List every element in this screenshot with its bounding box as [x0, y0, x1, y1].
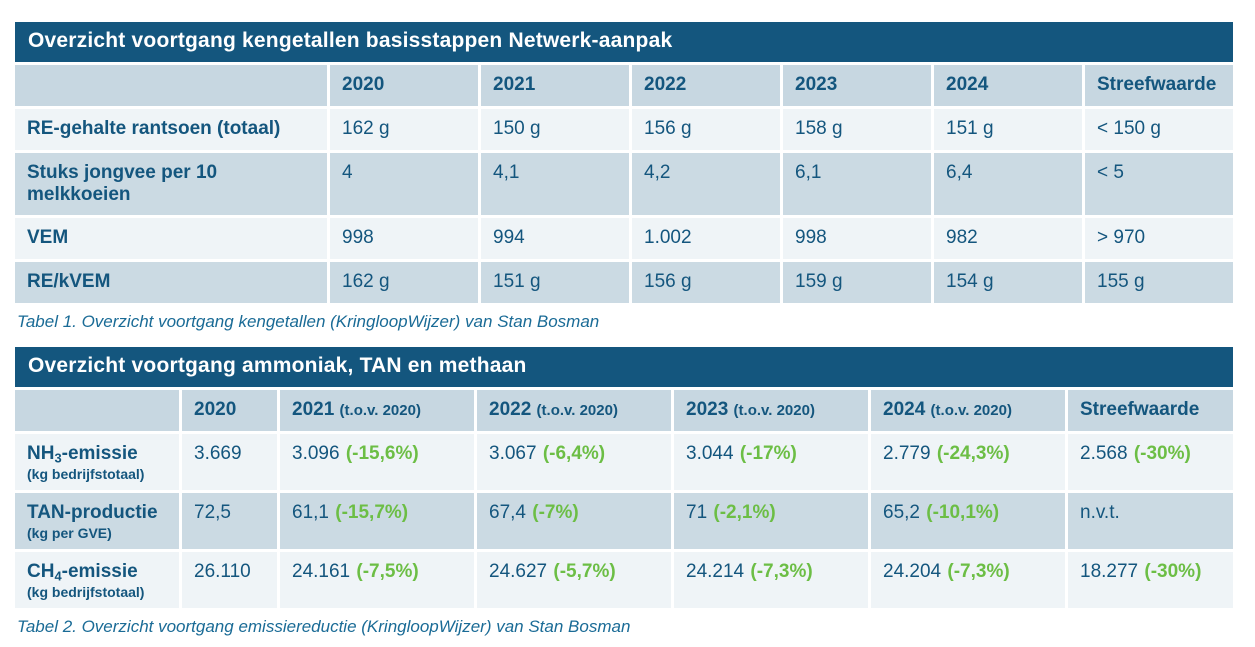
row-sublabel: (kg bedrijfstotaal) — [27, 465, 145, 482]
table-cell: 159 g — [783, 261, 931, 303]
row-label: NH3-emissie (kg bedrijfstotaal) — [15, 433, 179, 490]
table-cell: 994 — [481, 217, 629, 259]
percent-change: (-7,3%) — [750, 560, 813, 582]
table-cell: 18.277 (-30%) — [1068, 551, 1233, 608]
table-cell: 158 g — [783, 109, 931, 150]
percent-change: (-2,1%) — [713, 501, 776, 523]
table2-colheader-empty — [15, 389, 179, 431]
percent-change: (-17%) — [739, 442, 797, 464]
table-cell: 3.067 (-6,4%) — [477, 433, 671, 490]
table-cell: 998 — [783, 217, 931, 259]
table1-colheader-2021: 2021 — [481, 65, 629, 106]
row-label: CH4-emissie (kg bedrijfstotaal) — [15, 551, 179, 608]
table-cell: 162 g — [330, 109, 478, 150]
table-cell: 24.161 (-7,5%) — [280, 551, 474, 608]
table-cell: 982 — [934, 217, 1082, 259]
table-cell: n.v.t. — [1068, 492, 1233, 549]
table-cell: 6,4 — [934, 153, 1082, 215]
table-cell: 4,1 — [481, 153, 629, 215]
row-label: TAN-productie (kg per GVE) — [15, 492, 179, 549]
row-sublabel: (kg per GVE) — [27, 524, 112, 541]
percent-change: (-5,7%) — [553, 560, 616, 582]
table2-colheader-streefwaarde: Streefwaarde — [1068, 389, 1233, 431]
table2-caption: Tabel 2. Overzicht voortgang emissieredu… — [17, 616, 631, 636]
percent-change: (-24,3%) — [936, 442, 1010, 464]
subscript: 3 — [54, 450, 62, 466]
table2-colheader-2022: 2022 (t.o.v. 2020) — [477, 389, 671, 431]
percent-change: (-7%) — [532, 501, 579, 523]
table2-colheader-2020: 2020 — [182, 389, 277, 431]
row-sublabel: (kg bedrijfstotaal) — [27, 583, 145, 600]
percent-change: (-15,7%) — [335, 501, 409, 523]
table-cell: 6,1 — [783, 153, 931, 215]
table-cell: 150 g — [481, 109, 629, 150]
table-cell: 155 g — [1085, 261, 1233, 303]
table2-colheader-2024: 2024 (t.o.v. 2020) — [871, 389, 1065, 431]
table-cell: 3.669 — [182, 433, 277, 490]
table2-title: Overzicht voortgang ammoniak, TAN en met… — [15, 346, 1233, 387]
table-cell: 4 — [330, 153, 478, 215]
table1-colheader-2024: 2024 — [934, 65, 1082, 106]
table1-colheader-empty — [15, 65, 327, 106]
table-cell: 2.568 (-30%) — [1068, 433, 1233, 490]
table-cell: 72,5 — [182, 492, 277, 549]
table-cell: 156 g — [632, 261, 780, 303]
table-cell: 24.214 (-7,3%) — [674, 551, 868, 608]
table1-colheader-2020: 2020 — [330, 65, 478, 106]
table-cell: < 150 g — [1085, 109, 1233, 150]
table-kengetallen: Overzicht voortgang kengetallen basissta… — [15, 22, 1233, 303]
table-cell: 71 (-2,1%) — [674, 492, 868, 549]
table-cell: 67,4 (-7%) — [477, 492, 671, 549]
table1-caption: Tabel 1. Overzicht voortgang kengetallen… — [17, 311, 600, 331]
subscript: 4 — [54, 568, 62, 584]
table-cell: 151 g — [934, 109, 1082, 150]
table1-colheader-2023: 2023 — [783, 65, 931, 106]
table1-colheader-2022: 2022 — [632, 65, 780, 106]
table2-colheader-2021: 2021 (t.o.v. 2020) — [280, 389, 474, 431]
table-cell: 154 g — [934, 261, 1082, 303]
page: Overzicht voortgang kengetallen basissta… — [15, 22, 1233, 637]
table-cell: > 970 — [1085, 217, 1233, 259]
percent-change: (-15,6%) — [345, 442, 419, 464]
table-cell: 4,2 — [632, 153, 780, 215]
percent-change: (-30%) — [1144, 560, 1202, 582]
percent-change: (-7,3%) — [947, 560, 1010, 582]
table-cell: 3.096 (-15,6%) — [280, 433, 474, 490]
table-cell: 24.627 (-5,7%) — [477, 551, 671, 608]
table1-title: Overzicht voortgang kengetallen basissta… — [15, 22, 1233, 62]
table-cell: 1.002 — [632, 217, 780, 259]
table-cell: 3.044 (-17%) — [674, 433, 868, 490]
row-label: RE-gehalte rantsoen (totaal) — [15, 109, 327, 150]
table-cell: 2.779 (-24,3%) — [871, 433, 1065, 490]
table-cell: < 5 — [1085, 153, 1233, 215]
table-cell: 156 g — [632, 109, 780, 150]
percent-change: (-7,5%) — [356, 560, 419, 582]
table-cell: 65,2 (-10,1%) — [871, 492, 1065, 549]
row-label: RE/kVEM — [15, 261, 327, 303]
table-cell: 162 g — [330, 261, 478, 303]
table-cell: 26.110 — [182, 551, 277, 608]
percent-change: (-6,4%) — [542, 442, 606, 464]
table2-colheader-2023: 2023 (t.o.v. 2020) — [674, 389, 868, 431]
percent-change: (-10,1%) — [926, 501, 1000, 523]
table1-colheader-streefwaarde: Streefwaarde — [1085, 65, 1233, 106]
table-cell: 998 — [330, 217, 478, 259]
table-cell: 151 g — [481, 261, 629, 303]
table-cell: 24.204 (-7,3%) — [871, 551, 1065, 608]
table-cell: 61,1 (-15,7%) — [280, 492, 474, 549]
percent-change: (-30%) — [1133, 442, 1191, 464]
row-label: VEM — [15, 217, 327, 259]
table-emissiereductie: Overzicht voortgang ammoniak, TAN en met… — [15, 346, 1233, 608]
row-label: Stuks jongvee per 10 melkkoeien — [15, 153, 327, 215]
